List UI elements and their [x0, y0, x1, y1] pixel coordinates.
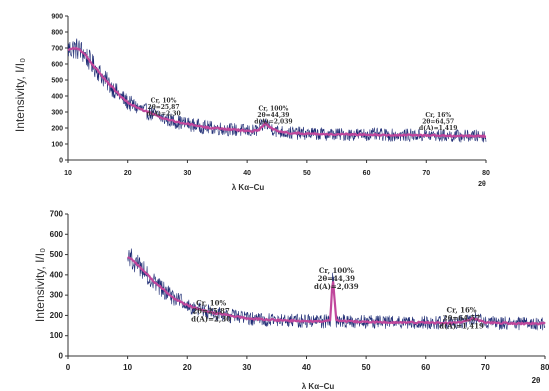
- x-tick-label: 50: [303, 170, 311, 177]
- x-axis-label-bottom: λ Kα–Cu: [302, 382, 335, 391]
- peak-annotations-bottom: Cr, 10%2θ=25,87d(A)=2,30 Cr, 100%2θ=44,39…: [191, 266, 484, 331]
- peak-annotation-line: Cr, 16%: [425, 112, 451, 119]
- y-tick-label: 700: [51, 46, 63, 53]
- x-tick-label: 60: [421, 363, 430, 372]
- y-tick-label: 200: [51, 126, 63, 133]
- x-tick-label: 20: [124, 170, 132, 177]
- noise-trace-bottom: [127, 248, 546, 331]
- x-ticks-bottom: 0 10 20 30 40 50 60 70 80: [66, 356, 549, 372]
- x-tick-label: 70: [422, 170, 430, 177]
- y-tick-label: 200: [50, 311, 64, 320]
- x-ticks-top: 10 20 30 40 50 60 70 80: [64, 160, 490, 177]
- x-axis-label-top: λ Kα–Cu: [232, 183, 265, 192]
- peak-annotation-line: d(A)=2,30: [146, 110, 180, 117]
- y-ticks-top: 0 100 200 300 400 500 600 700 800 900: [51, 14, 68, 165]
- x-tick-label: 80: [482, 170, 490, 177]
- peak-annotation-line: Cr, 10%: [196, 298, 226, 307]
- peak-annotation-line: Cr, 100%: [319, 266, 354, 275]
- peak-annotation-line: Cr, 16%: [447, 305, 477, 314]
- peak-annotation-line: d(A)=1,419: [419, 125, 457, 132]
- y-tick-label: 400: [50, 270, 64, 279]
- peak-annotation-line: d(A)=2,039: [314, 282, 359, 291]
- y-tick-label: 900: [51, 14, 63, 21]
- y-tick-label: 100: [51, 142, 63, 149]
- y-tick-label: 600: [50, 230, 64, 239]
- x-tick-label: 10: [64, 170, 72, 177]
- y-ticks-bottom: 0 100 200 300 400 500 600 700: [50, 210, 68, 361]
- peak-annotation-line: 2θ=25,87: [192, 306, 229, 315]
- x-axis-symbol-bottom: 2θ: [532, 376, 541, 385]
- x-tick-label: 30: [184, 170, 192, 177]
- y-axis-label-bottom: Intensivity, I/I₀: [33, 248, 47, 322]
- y-tick-label: 600: [51, 62, 63, 69]
- peak-annotation-line: Cr, 100%: [258, 105, 288, 112]
- y-tick-label: 500: [51, 78, 63, 85]
- peak-annotation-line: 2θ=44,39: [257, 112, 289, 119]
- axes-bottom: [67, 214, 545, 357]
- x-tick-label: 40: [243, 170, 251, 177]
- series-line-bottom: [127, 256, 546, 326]
- x-tick-label: 40: [302, 363, 311, 372]
- y-tick-label: 0: [59, 352, 64, 361]
- xrd-chart-bottom: 0 100 200 300 400 500 600 700 0 10 20 30 40 50 60 70 80…: [33, 210, 549, 391]
- x-axis-symbol-top: 2θ: [478, 181, 486, 188]
- peak-annotation-line: 2θ=64,57: [422, 118, 454, 125]
- y-tick-label: 300: [51, 110, 63, 117]
- y-tick-label: 400: [51, 94, 63, 101]
- x-tick-label: 10: [123, 363, 132, 372]
- peak-annotation-line: d(A)=2,039: [254, 118, 292, 125]
- axes-top: [67, 16, 486, 161]
- peak-annotation-line: 2θ=25,87: [148, 104, 180, 111]
- peak-annotations-top: Cr, 10%2θ=25,87d(A)=2,30 Cr, 100%2θ=44,39…: [146, 97, 457, 131]
- y-tick-label: 700: [50, 210, 64, 219]
- peak-annotation-line: d(A)=1,419: [439, 321, 484, 330]
- x-tick-label: 80: [541, 363, 549, 372]
- noise-trace-path: [127, 248, 546, 331]
- x-tick-label: 70: [481, 363, 490, 372]
- y-tick-label: 800: [51, 30, 63, 37]
- x-tick-label: 50: [362, 363, 371, 372]
- peak-annotation-line: d(A)=2,30: [191, 314, 231, 323]
- y-tick-label: 300: [50, 291, 64, 300]
- y-tick-label: 500: [50, 250, 64, 259]
- y-tick-label: 0: [59, 158, 63, 165]
- series-line-top: [67, 46, 487, 138]
- xrd-chart-top: 0 100 200 300 400 500 600 700 800 900 10 20 30 40 50 6…: [13, 14, 490, 193]
- peak-annotation-line: 2θ=64,57: [443, 313, 480, 322]
- x-tick-label: 20: [183, 363, 192, 372]
- y-axis-label-top: Intensivity, I/I₀: [13, 58, 27, 132]
- x-tick-label: 0: [66, 363, 71, 372]
- x-tick-label: 60: [363, 170, 371, 177]
- peak-annotation-line: 2θ=44,39: [318, 274, 355, 283]
- peak-annotation-line: Cr, 10%: [151, 97, 177, 104]
- x-tick-label: 30: [242, 363, 251, 372]
- y-tick-label: 100: [50, 331, 64, 340]
